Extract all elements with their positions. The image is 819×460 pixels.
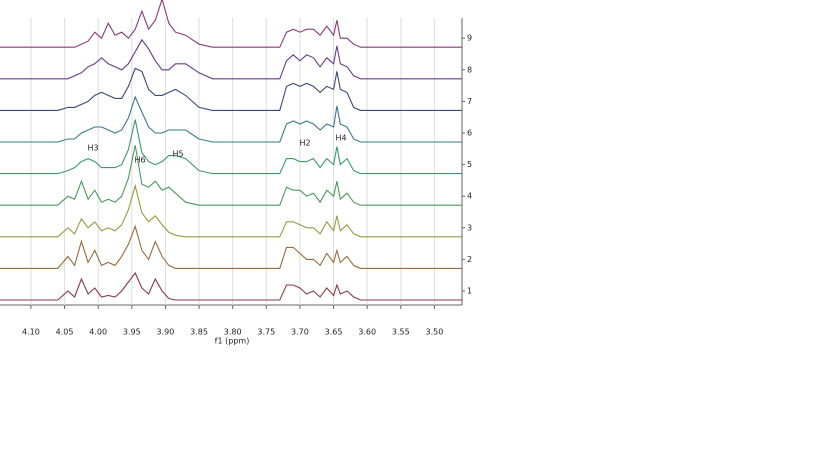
spectrum-trace: [0, 145, 462, 206]
spectrum-trace: [0, 119, 462, 175]
spectrum-trace: [0, 271, 462, 301]
x-tick-label: 4.10: [22, 328, 40, 337]
trace-label: 3: [467, 223, 472, 232]
x-tick-label: 3.50: [426, 328, 444, 337]
trace-label: 7: [467, 97, 472, 106]
x-tick-label: 3.55: [392, 328, 410, 337]
spectrum-trace: [0, 67, 462, 111]
x-tick-label: 4.00: [89, 328, 107, 337]
x-tick-label: 3.80: [224, 328, 242, 337]
x-tick-label: 3.90: [157, 328, 175, 337]
x-tick-label: 3.95: [123, 328, 141, 337]
x-tick-label: 3.75: [257, 328, 275, 337]
peak-annotation: H5: [172, 150, 183, 159]
trace-label: 8: [467, 65, 472, 74]
spectrum-trace: [0, 183, 462, 238]
peak-annotation: H4: [335, 134, 346, 143]
x-axis-label: f1 (ppm): [215, 337, 250, 346]
trace-label: 4: [467, 192, 472, 201]
spectrum-trace: [0, 224, 462, 269]
x-tick-label: 3.65: [325, 328, 343, 337]
x-tick-label: 3.60: [358, 328, 376, 337]
trace-label: 5: [467, 160, 472, 169]
x-tick-label: 3.85: [190, 328, 208, 337]
peak-annotation: H6: [134, 156, 145, 165]
peak-annotation: H3: [87, 144, 98, 153]
x-tick-label: 3.70: [291, 328, 309, 337]
peak-annotation: H2: [299, 139, 310, 148]
trace-label: 2: [467, 255, 472, 264]
trace-label: 1: [467, 287, 472, 296]
spectrum-trace: [0, 95, 462, 143]
spectrum-trace: [0, 38, 462, 80]
trace-label: 9: [467, 34, 472, 43]
x-tick-label: 4.05: [56, 328, 74, 337]
trace-label: 6: [467, 129, 472, 138]
spectrum-trace: [0, 0, 462, 48]
